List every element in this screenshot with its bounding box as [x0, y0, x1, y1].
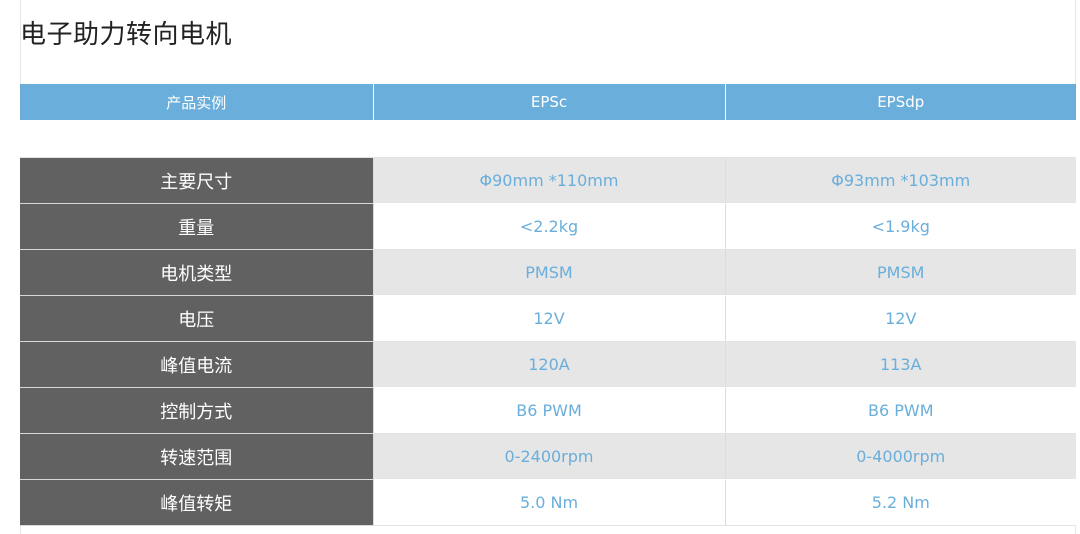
epsdp-value: 113A [724, 341, 1076, 388]
table-row: 电压 12V 12V [20, 295, 1076, 342]
epsdp-value: Φ93mm *103mm [724, 157, 1076, 204]
row-label: 峰值转矩 [20, 479, 373, 526]
epsc-value: 12V [372, 295, 725, 342]
spec-table: 产品实例 EPSc EPSdp 主要尺寸 Φ90mm *110mm Φ93mm … [20, 84, 1076, 526]
epsc-value: <2.2kg [372, 203, 725, 250]
table-row: 重量 <2.2kg <1.9kg [20, 203, 1076, 250]
header-epsc: EPSc [372, 84, 725, 120]
row-label: 控制方式 [20, 387, 373, 434]
epsc-value: 120A [372, 341, 725, 388]
epsdp-value: 12V [724, 295, 1076, 342]
row-label: 重量 [20, 203, 373, 250]
epsdp-value: 5.2 Nm [724, 479, 1076, 526]
page-title: 电子助力转向电机 [20, 20, 233, 50]
table-row: 转速范围 0-2400rpm 0-4000rpm [20, 433, 1076, 480]
table-row: 峰值转矩 5.0 Nm 5.2 Nm [20, 479, 1076, 526]
epsc-value: 0-2400rpm [372, 433, 725, 480]
row-label: 转速范围 [20, 433, 373, 480]
epsc-value: B6 PWM [372, 387, 725, 434]
table-row: 控制方式 B6 PWM B6 PWM [20, 387, 1076, 434]
epsc-value: PMSM [372, 249, 725, 296]
table-row: 电机类型 PMSM PMSM [20, 249, 1076, 296]
epsc-value: 5.0 Nm [372, 479, 725, 526]
epsdp-value: <1.9kg [724, 203, 1076, 250]
epsc-value: Φ90mm *110mm [372, 157, 725, 204]
row-label: 电机类型 [20, 249, 373, 296]
table-header-row: 产品实例 EPSc EPSdp [20, 84, 1076, 120]
header-product: 产品实例 [20, 84, 373, 120]
epsdp-value: B6 PWM [724, 387, 1076, 434]
table-row: 主要尺寸 Φ90mm *110mm Φ93mm *103mm [20, 157, 1076, 204]
row-label: 电压 [20, 295, 373, 342]
epsdp-value: 0-4000rpm [724, 433, 1076, 480]
header-epsdp: EPSdp [724, 84, 1076, 120]
table-row: 峰值电流 120A 113A [20, 341, 1076, 388]
row-label: 峰值电流 [20, 341, 373, 388]
epsdp-value: PMSM [724, 249, 1076, 296]
spacer-row [20, 120, 1076, 158]
row-label: 主要尺寸 [20, 157, 373, 204]
